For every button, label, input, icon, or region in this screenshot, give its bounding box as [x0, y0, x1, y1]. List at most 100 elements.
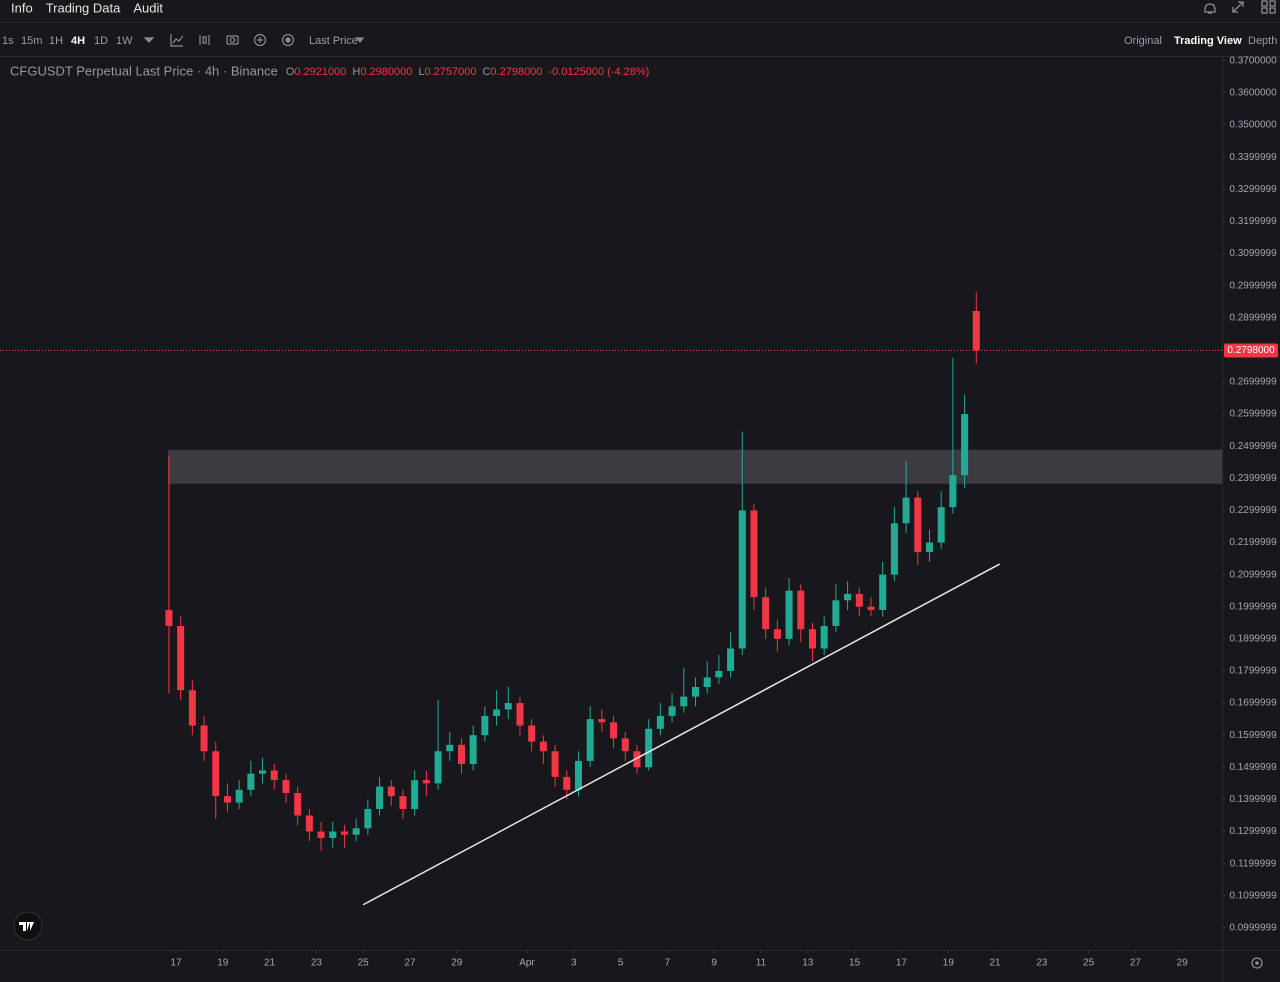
candle-body [937, 507, 945, 543]
legend-value: 0.2757000 [424, 66, 476, 78]
candle-body [750, 510, 758, 598]
candle-body [329, 831, 337, 838]
x-tick-label: 25 [1083, 958, 1095, 969]
candle-body [703, 677, 711, 688]
candle-body [282, 780, 290, 793]
y-tick-label: 0.1799999 [1229, 666, 1277, 677]
interval-button[interactable]: 15m [21, 35, 42, 47]
candle-body [879, 574, 887, 610]
legend-change: -0.0125000 (-4.28%) [548, 66, 649, 78]
x-tick-label: 29 [1177, 958, 1189, 969]
legend-value: 0.2798000 [490, 66, 542, 78]
settings-dot [285, 37, 291, 43]
candle-body [411, 780, 419, 810]
candle-body [387, 786, 395, 797]
camera-icon[interactable] [226, 35, 239, 45]
candle-body [610, 722, 618, 739]
legend-key: C [482, 66, 490, 78]
candle-body [422, 780, 430, 784]
x-tick-label: 21 [989, 958, 1001, 969]
candle-body [645, 728, 653, 768]
candle-body [844, 593, 852, 601]
candle-body [294, 792, 302, 816]
interval-button[interactable]: 1D [94, 35, 108, 47]
tv-logo-mark [19, 922, 34, 931]
grid-icon[interactable] [1269, 7, 1276, 14]
menu-item[interactable]: Audit [133, 0, 163, 15]
price-type-arrow[interactable] [355, 37, 365, 43]
candle-body [200, 725, 208, 752]
x-tick-label: Apr [519, 958, 535, 969]
y-tick-label: 0.2899999 [1229, 312, 1277, 323]
candle-body [656, 715, 664, 729]
y-tick-label: 0.3399999 [1229, 152, 1277, 163]
candle-body [925, 542, 933, 553]
y-tick-label: 0.1599999 [1229, 730, 1277, 741]
candle-body [738, 510, 746, 649]
indicator-icon[interactable] [170, 34, 184, 47]
candle-body [528, 725, 536, 742]
candle-body [539, 741, 547, 752]
menu-item[interactable]: Trading Data [46, 0, 121, 15]
candle-body [586, 719, 594, 761]
interval-button[interactable]: 1H [49, 35, 63, 47]
candle-body [247, 773, 255, 790]
y-tick-label: 0.1999999 [1229, 601, 1277, 612]
candle-body [832, 600, 840, 627]
add-icon[interactable] [253, 33, 267, 47]
view-tab[interactable]: Original [1124, 35, 1162, 47]
candle-body [691, 687, 699, 697]
grid-icon[interactable] [1261, 0, 1268, 7]
bell-icon[interactable] [1204, 3, 1216, 14]
candle-body [352, 828, 360, 835]
candle-body [972, 310, 980, 351]
y-tick-label: 0.2199999 [1229, 537, 1277, 548]
candle-body [376, 786, 384, 810]
y-tick-label: 0.1299999 [1229, 826, 1277, 837]
candle-body [598, 719, 606, 723]
candle-body [481, 715, 489, 736]
x-tick-label: 29 [451, 958, 463, 969]
candle-body [727, 648, 735, 671]
candle-body [235, 789, 243, 803]
expand-icon[interactable] [1232, 1, 1244, 13]
view-tab[interactable]: Depth [1248, 35, 1277, 47]
interval-button[interactable]: 4H [71, 35, 85, 47]
candle-body [890, 523, 898, 575]
settings-icon[interactable] [281, 33, 295, 47]
candle-body [317, 831, 325, 838]
candle-body [762, 597, 770, 630]
x-tick-label: 19 [217, 958, 229, 969]
y-tick-label: 0.2299999 [1229, 505, 1277, 516]
chart-type-icon[interactable] [199, 35, 210, 45]
x-tick-label: 23 [1036, 958, 1048, 969]
interval-button[interactable]: 1s [2, 35, 14, 47]
x-tick-label: 17 [170, 958, 182, 969]
y-tick-label: 0.1399999 [1229, 794, 1277, 805]
candle-body [668, 706, 676, 716]
last-price-label: 0.2798000 [1227, 345, 1275, 356]
chart-title: CFGUSDT Perpetual Last Price · 4h · Bina… [10, 63, 278, 78]
y-tick-label: 0.2699999 [1229, 377, 1277, 388]
candle-body [785, 590, 793, 639]
y-tick-label: 0.0999999 [1229, 922, 1277, 933]
toolbar-icons [143, 33, 365, 47]
axis-settings[interactable] [1251, 957, 1263, 969]
grid-icon[interactable] [1269, 0, 1276, 7]
candle-body [563, 776, 571, 790]
candle-body [188, 690, 196, 726]
price-type-select[interactable]: Last Price [309, 35, 358, 47]
candle-body [820, 626, 828, 649]
view-tab[interactable]: Trading View [1174, 35, 1242, 47]
menu-item[interactable]: Info [11, 0, 33, 15]
x-tick-label: 19 [943, 958, 955, 969]
y-tick-label: 0.2099999 [1229, 569, 1277, 580]
interval-button[interactable]: 1W [116, 35, 133, 47]
resistance-zone [168, 449, 1222, 484]
axis-settings-dot [1255, 961, 1259, 965]
more-intervals[interactable] [143, 37, 155, 43]
grid-icon[interactable] [1261, 7, 1268, 14]
candle-body [773, 629, 781, 639]
y-tick-label: 0.1899999 [1229, 633, 1277, 644]
